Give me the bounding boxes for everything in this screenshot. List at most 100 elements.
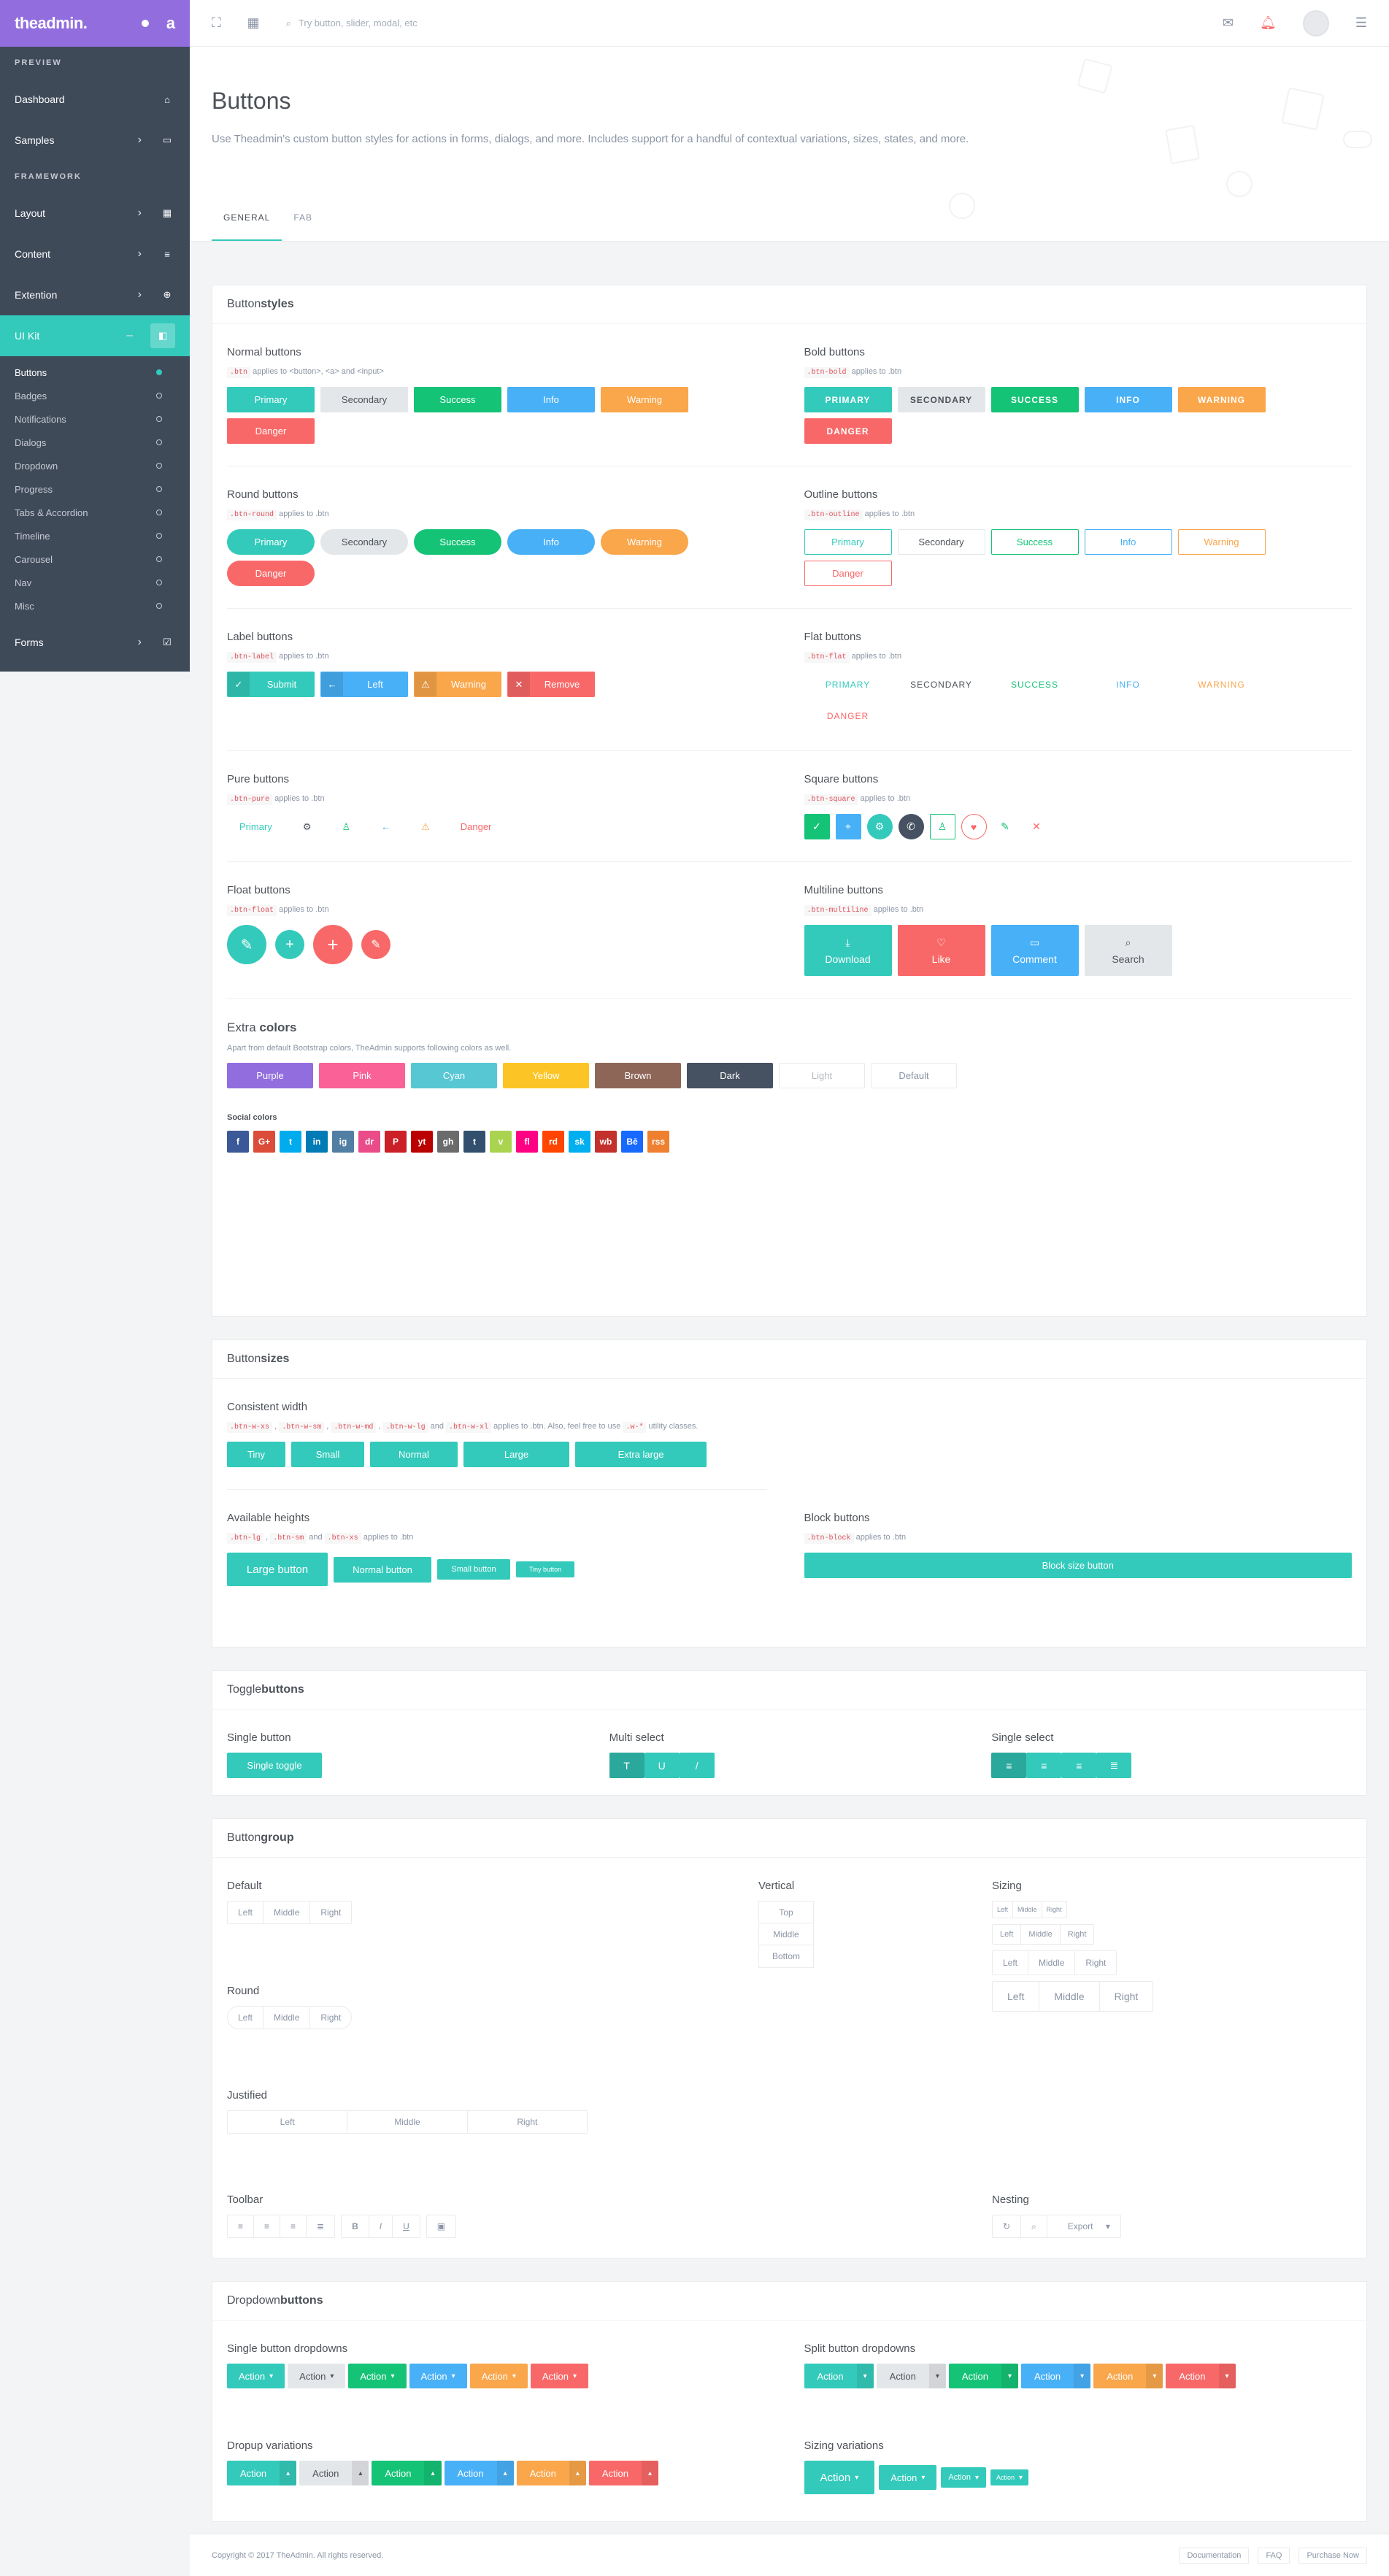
info-button[interactable]: INFO: [1116, 679, 1140, 690]
dropup-split[interactable]: Action ▴: [227, 2461, 297, 2485]
search-icon[interactable]: ⌕: [1021, 2215, 1047, 2237]
gear-icon[interactable]: ⚙: [302, 820, 312, 832]
tumblr-icon[interactable]: t: [463, 1131, 485, 1153]
left-button[interactable]: Left: [228, 1902, 264, 1923]
brown-button[interactable]: Brown: [595, 1063, 681, 1088]
flickr-icon[interactable]: fl: [516, 1131, 538, 1153]
underline-icon[interactable]: U: [644, 1753, 680, 1778]
right-button[interactable]: Right: [1114, 1991, 1139, 2002]
caret-down-icon[interactable]: ▾: [928, 2364, 946, 2388]
secondary-button[interactable]: Secondary: [897, 529, 985, 555]
warning-button[interactable]: WARNING: [1198, 679, 1245, 690]
caret-down-icon[interactable]: ▾: [856, 2364, 874, 2388]
user-icon[interactable]: ♙: [342, 820, 351, 832]
left-button[interactable]: Left: [993, 1951, 1029, 1975]
rss-icon[interactable]: rss: [647, 1131, 669, 1153]
documentation-link[interactable]: Documentation: [1179, 2547, 1250, 2564]
pencil-icon[interactable]: ✎: [1001, 820, 1009, 832]
dropup-split[interactable]: Action ▴: [372, 2461, 442, 2485]
bell-icon[interactable]: 🔔︎: [1260, 15, 1277, 30]
sidebar-subitem-tabs[interactable]: Tabs & Accordion: [0, 501, 190, 524]
close-icon[interactable]: ✕: [1032, 820, 1041, 832]
search-button[interactable]: ⌕ Search: [1084, 925, 1172, 976]
small-button[interactable]: Small button: [437, 1559, 510, 1580]
grid-icon[interactable]: ▦: [247, 15, 260, 30]
weibo-icon[interactable]: wb: [595, 1131, 617, 1153]
split-dropdown[interactable]: Action ▾: [1166, 2364, 1236, 2388]
plus-icon[interactable]: +: [275, 930, 304, 959]
middle-button[interactable]: Middle: [1021, 1925, 1061, 1944]
sidebar-item-layout[interactable]: Layout › ▦: [0, 193, 190, 234]
danger-button[interactable]: Danger: [804, 561, 892, 586]
extra-large-button[interactable]: Extra large: [575, 1442, 707, 1467]
action-dropdown[interactable]: Action: [409, 2364, 467, 2388]
tiny-button[interactable]: Tiny: [227, 1442, 285, 1467]
success-button[interactable]: Success: [990, 529, 1079, 555]
normal-button[interactable]: Normal: [370, 1442, 458, 1467]
like-button[interactable]: ♡ Like: [897, 925, 985, 976]
google-plus-icon[interactable]: G+: [253, 1131, 275, 1153]
tab-general[interactable]: GENERAL: [212, 196, 282, 241]
middle-button[interactable]: Middle: [347, 2111, 468, 2133]
bottom-button[interactable]: Bottom: [772, 1951, 801, 1961]
small-button[interactable]: Small: [291, 1442, 364, 1467]
sidebar-item-extention[interactable]: Extention › ⊕: [0, 274, 190, 315]
success-button[interactable]: Success: [414, 387, 501, 412]
secondary-button[interactable]: Secondary: [320, 387, 408, 412]
arrow-left-icon[interactable]: ←: [381, 821, 391, 832]
danger-button[interactable]: DANGER: [804, 418, 892, 444]
dropup-split[interactable]: Action ▴: [516, 2461, 586, 2485]
align-left-icon[interactable]: ≡: [991, 1753, 1027, 1778]
align-justify-icon[interactable]: ≣: [1096, 1753, 1132, 1778]
action-dropdown[interactable]: Action: [348, 2364, 407, 2388]
right-button[interactable]: Right: [1067, 1930, 1087, 1939]
faq-link[interactable]: FAQ: [1258, 2547, 1290, 2564]
fullscreen-icon[interactable]: ⛶: [212, 15, 221, 30]
middle-button[interactable]: Middle: [759, 1923, 814, 1945]
top-button[interactable]: Top: [759, 1902, 814, 1923]
heart-icon[interactable]: ♥: [961, 814, 987, 839]
middle-button[interactable]: Middle: [263, 2007, 311, 2029]
normal-button[interactable]: Normal button: [334, 1556, 431, 1583]
italic-icon[interactable]: I: [369, 2215, 393, 2237]
primary-button[interactable]: Primary: [227, 529, 315, 555]
left-button[interactable]: ← Left: [320, 672, 408, 697]
split-dropdown[interactable]: Action ▾: [948, 2364, 1019, 2388]
refresh-icon[interactable]: ↻: [993, 2215, 1022, 2237]
warning-button[interactable]: ⚠ Warning: [414, 672, 501, 697]
sidebar-subitem-dropdown[interactable]: Dropdown: [0, 454, 190, 477]
sidebar-item-dashboard[interactable]: Dashboard ⌂: [0, 79, 190, 120]
success-button[interactable]: SUCCESS: [990, 387, 1079, 412]
sidebar-item-forms[interactable]: Forms › ☑: [0, 622, 190, 663]
sidebar-subitem-notifications[interactable]: Notifications: [0, 407, 190, 431]
underline-icon[interactable]: U: [403, 2221, 409, 2231]
block-button[interactable]: Block size button: [804, 1553, 1352, 1578]
skype-icon[interactable]: sk: [569, 1131, 590, 1153]
danger-button[interactable]: DANGER: [826, 710, 869, 721]
dark-button[interactable]: Dark: [687, 1063, 773, 1088]
middle-button[interactable]: Middle: [263, 1902, 311, 1923]
align-justify-icon[interactable]: ≣: [317, 2221, 325, 2231]
right-button[interactable]: Right: [1046, 1906, 1062, 1913]
sidebar-subitem-dialogs[interactable]: Dialogs: [0, 431, 190, 454]
align-center-icon[interactable]: ≡: [254, 2215, 281, 2237]
caret-down-icon[interactable]: ▾: [1218, 2364, 1236, 2388]
warning-button[interactable]: Warning: [601, 529, 688, 555]
youtube-icon[interactable]: yt: [411, 1131, 433, 1153]
info-button[interactable]: INFO: [1084, 387, 1172, 412]
middle-button[interactable]: Middle: [1039, 1982, 1100, 2011]
reddit-icon[interactable]: rd: [542, 1131, 564, 1153]
linkedin-icon[interactable]: in: [306, 1131, 328, 1153]
large-button[interactable]: Large: [463, 1442, 569, 1467]
sidebar-subitem-timeline[interactable]: Timeline: [0, 524, 190, 547]
phone-icon[interactable]: ✆: [898, 814, 924, 839]
caret-up-icon[interactable]: ▴: [352, 2461, 369, 2485]
pinterest-icon[interactable]: P: [385, 1131, 407, 1153]
pink-button[interactable]: Pink: [319, 1063, 405, 1088]
export-dropdown[interactable]: Export ▾: [1047, 2215, 1120, 2237]
action-dropdown[interactable]: Action: [227, 2364, 285, 2388]
save-icon[interactable]: ▣: [436, 2221, 446, 2231]
pencil-icon[interactable]: ✎: [361, 930, 390, 959]
pin-icon[interactable]: ⌖: [835, 814, 861, 839]
gear-icon[interactable]: ⚙: [866, 814, 893, 839]
